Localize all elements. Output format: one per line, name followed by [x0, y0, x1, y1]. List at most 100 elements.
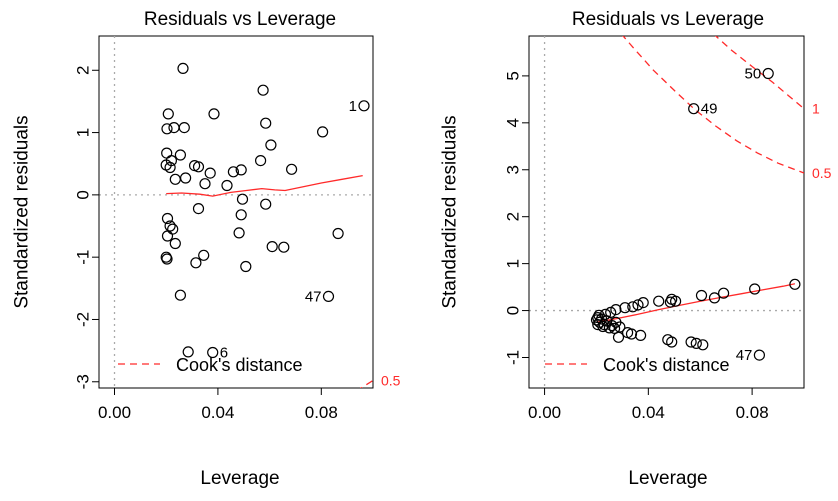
left-point-44	[332, 227, 344, 240]
right-y-tick-label-1: 0	[504, 306, 523, 315]
left-point-17	[221, 179, 233, 192]
left-point-2	[168, 121, 180, 134]
left-point-24	[286, 163, 298, 175]
right-y-axis-label: Standardized residuals	[440, 115, 461, 308]
right-point-11	[637, 297, 649, 309]
left-point-47	[182, 346, 194, 358]
left-legend: Cook's distance	[118, 355, 303, 375]
left-y-tick-label-3: 0	[74, 190, 93, 199]
left-y-tick-label-0: -3	[74, 374, 93, 389]
left-point-4	[161, 147, 173, 159]
left-point-23	[265, 139, 277, 151]
right-point-6	[695, 289, 708, 302]
right-point-3	[749, 283, 761, 295]
left-point-19	[235, 164, 247, 176]
left-point-13	[199, 178, 211, 190]
right-point-41	[603, 322, 616, 334]
right-point-39	[753, 349, 766, 361]
right-point-label-0: 50	[745, 66, 762, 83]
right-cooks-label-1: 0.5	[812, 165, 832, 181]
right-point-27	[606, 320, 618, 332]
right-plot-area	[590, 36, 804, 361]
left-point-25	[317, 126, 329, 138]
right-y-tick-label-0: -1	[504, 350, 523, 365]
left-cooks-label-0: 0.5	[381, 373, 401, 389]
left-y-tick-label-1: -2	[74, 312, 93, 327]
left-point-18	[227, 166, 239, 178]
left-point-36	[198, 249, 210, 261]
left-point-41	[260, 198, 272, 210]
left-y-tick-label-5: 2	[74, 66, 93, 75]
left-point-7	[164, 161, 176, 174]
right-point-40	[610, 316, 622, 328]
right-point-5	[708, 292, 721, 304]
right-point-0	[762, 67, 774, 80]
left-x-tick-label-1: 0.04	[201, 403, 234, 422]
right-x-tick-label-2: 0.08	[736, 403, 769, 422]
left-point-3	[178, 121, 190, 134]
left-point-33	[161, 253, 173, 265]
left-point-12	[192, 161, 205, 173]
left-chart-title: Residuals vs Leverage	[144, 9, 336, 30]
right-point-33	[634, 329, 647, 341]
left-point-20	[255, 155, 267, 167]
right-point-36	[685, 336, 697, 348]
left-y-axis-label: Standardized residuals	[12, 115, 33, 308]
right-cooks-label-0: 1	[812, 101, 820, 117]
left-point-28	[164, 220, 176, 232]
right-point-12	[632, 299, 644, 311]
right-legend-label: Cook's distance	[603, 355, 730, 375]
right-cooks-contour-0	[714, 36, 804, 110]
right-point-25	[592, 319, 604, 331]
left-cooks-contour-0	[359, 379, 373, 388]
left-point-14	[208, 108, 220, 120]
right-point-13	[627, 301, 639, 313]
left-point-35	[190, 257, 202, 269]
left-y-tick-label-4: 1	[74, 128, 93, 137]
right-y-tick-label-3: 2	[504, 212, 523, 221]
left-point-37	[236, 193, 249, 205]
left-panel: Residuals vs Leverage 1 47 6 0.5 0.00 0.04 0.08…	[12, 9, 401, 489]
left-plot-box	[98, 35, 374, 389]
left-point-10	[180, 172, 192, 184]
left-point-38	[235, 209, 247, 221]
left-point-42	[266, 241, 278, 253]
right-point-label-2: 47	[736, 347, 753, 364]
right-x-tick-label-1: 0.04	[632, 403, 665, 422]
left-point-16	[204, 167, 216, 179]
right-point-9	[664, 296, 677, 308]
left-point-15	[177, 62, 189, 75]
left-x-tick-label-2: 0.08	[305, 403, 338, 422]
left-y-tick-label-2: -1	[74, 250, 93, 265]
left-point-8	[174, 149, 186, 161]
left-x-axis-label: Leverage	[200, 468, 279, 489]
left-point-1	[161, 123, 173, 135]
right-smooth-line	[596, 283, 796, 323]
left-point-39	[233, 227, 245, 239]
right-chart-title: Residuals vs Leverage	[572, 9, 764, 30]
left-point-45	[174, 289, 186, 301]
left-point-21	[257, 84, 269, 96]
right-point-15	[610, 304, 622, 316]
right-point-38	[697, 339, 709, 351]
right-y-tick-label-4: 3	[504, 165, 523, 174]
right-point-26	[597, 320, 609, 333]
right-point-1	[688, 103, 700, 115]
left-point-label-2: 6	[220, 344, 228, 361]
right-point-10	[653, 295, 665, 307]
left-point-31	[169, 237, 181, 250]
right-point-37	[690, 337, 702, 349]
left-point-27	[161, 212, 174, 225]
left-point-29	[167, 223, 179, 235]
left-point-48	[207, 346, 219, 359]
left-point-22	[260, 117, 272, 129]
left-point-43	[278, 241, 290, 253]
right-point-22	[595, 313, 608, 325]
left-point-label-1: 47	[305, 288, 322, 305]
left-point-0	[162, 108, 174, 120]
right-point-30	[612, 331, 625, 343]
right-y-tick-label-2: 1	[504, 259, 523, 268]
right-point-4	[717, 287, 730, 299]
